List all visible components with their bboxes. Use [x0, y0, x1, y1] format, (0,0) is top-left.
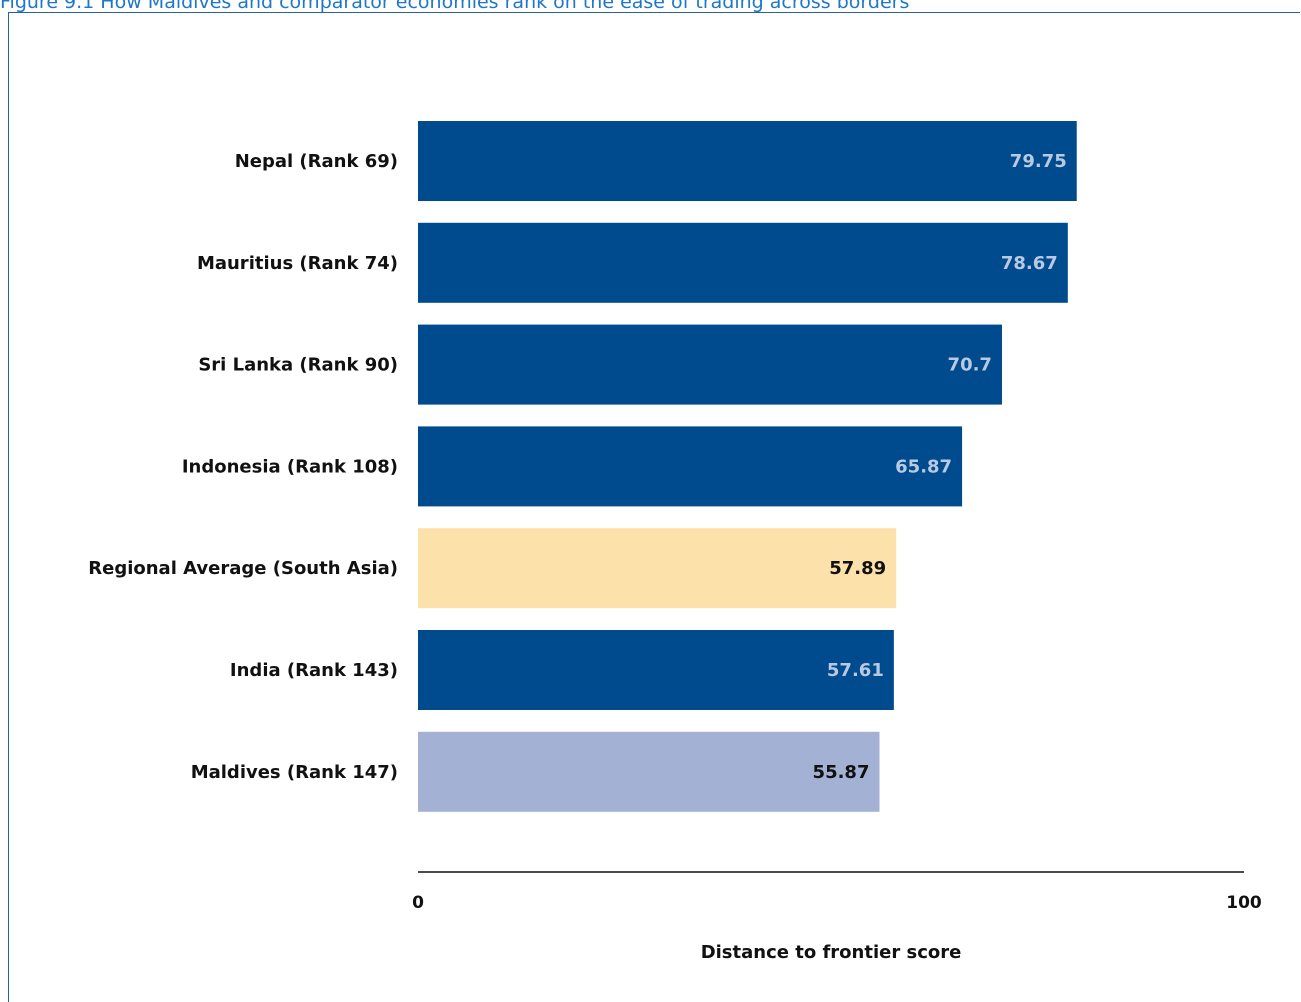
x-tick-label: 0: [412, 893, 424, 913]
bar: [418, 630, 894, 710]
data-label: 55.87: [813, 762, 870, 783]
category-label: Regional Average (South Asia): [88, 558, 398, 579]
category-label: Sri Lanka (Rank 90): [198, 355, 398, 376]
category-label: Maldives (Rank 147): [191, 762, 398, 783]
bar: [418, 324, 1002, 405]
x-tick-label: 100: [1226, 893, 1262, 913]
data-label: 70.7: [948, 355, 992, 376]
bar: [418, 731, 880, 812]
category-labels-group: Nepal (Rank 69) Mauritius (Rank 74) Sri La…: [88, 151, 398, 783]
bar: [418, 121, 1077, 201]
data-label: 57.89: [829, 558, 886, 579]
data-label: 57.61: [827, 660, 884, 681]
category-label: Mauritius (Rank 74): [197, 253, 398, 274]
bar: [418, 222, 1068, 303]
category-label: Indonesia (Rank 108): [182, 456, 398, 477]
bar: [418, 426, 963, 507]
value-labels-group: 79.75 78.67 70.7 65.87 57.89 57.61 55.87: [813, 151, 1067, 783]
bars-group: [418, 121, 1077, 812]
data-label: 78.67: [1001, 253, 1058, 274]
category-label: Nepal (Rank 69): [235, 151, 398, 172]
data-label: 79.75: [1010, 151, 1067, 172]
figure-title: Figure 9.1 How Maldives and comparator e…: [0, 0, 910, 13]
figure-frame: [8, 12, 1300, 1002]
bar: [418, 528, 897, 609]
category-label: India (Rank 143): [230, 660, 398, 681]
data-label: 65.87: [895, 456, 952, 477]
x-axis-title: Distance to frontier score: [701, 942, 962, 963]
